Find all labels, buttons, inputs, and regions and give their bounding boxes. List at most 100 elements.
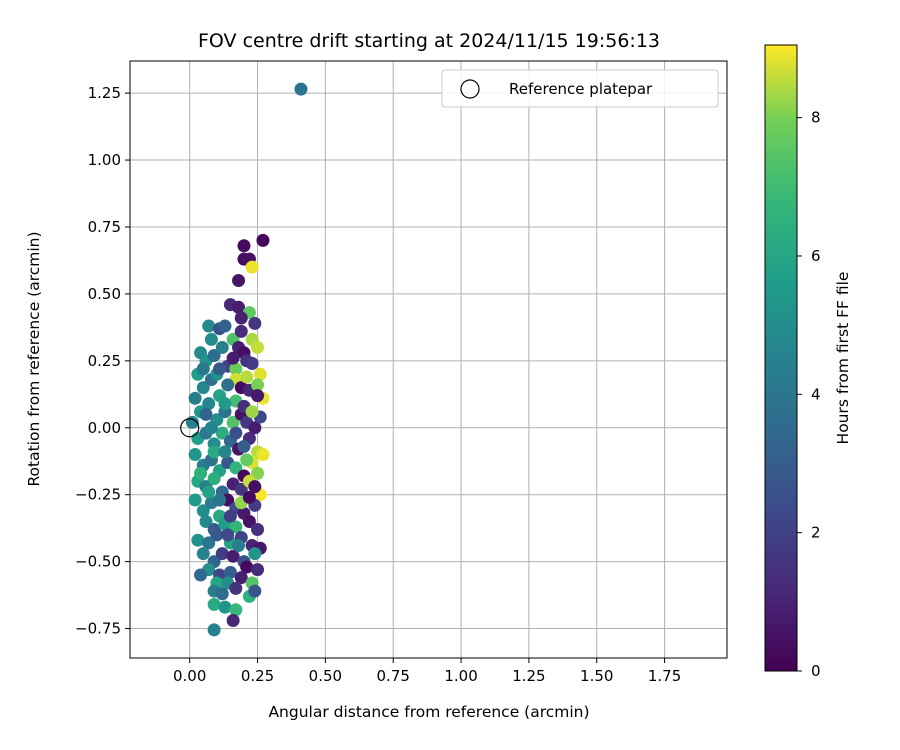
data-point [232,274,246,288]
legend: Reference platepar [441,69,719,108]
data-point [248,480,262,494]
colorbar-tick-label: 0 [811,662,821,680]
data-point [207,472,221,486]
data-point [202,536,216,550]
data-point [245,357,259,371]
data-point [237,239,251,253]
data-point [248,547,262,561]
x-tick-label: 0.00 [173,667,206,685]
data-point [223,509,237,523]
data-point [240,453,254,467]
data-point [213,362,227,376]
data-point [251,466,265,480]
data-point [234,571,248,585]
y-tick-label: 1.00 [88,151,121,169]
data-point [248,584,262,598]
data-point [204,421,218,435]
data-point [194,568,208,582]
data-point [210,528,224,542]
data-point [207,348,221,362]
data-point [196,381,210,395]
data-point [256,233,270,247]
colorbar-tick-label: 8 [811,109,821,127]
x-axis-ticks: 0.00 0.25 0.50 0.75 1.00 1.25 1.50 1.75 [173,658,681,685]
data-point [218,397,232,411]
data-point [215,340,229,354]
data-point [221,378,235,392]
chart-title: FOV centre drift starting at 2024/11/15 … [198,30,660,52]
data-point [202,485,216,499]
legend-entry-reference-platepar: Reference platepar [509,80,653,98]
data-point [294,82,308,96]
data-point [196,504,210,518]
data-point [251,378,265,392]
data-point [213,493,227,507]
data-point [194,466,208,480]
data-point [188,391,202,405]
data-point [207,623,221,637]
data-point [199,407,213,421]
data-point [232,300,246,314]
data-points [180,82,308,637]
y-axis-label: Rotation from reference (arcmin) [25,231,43,486]
data-point [229,520,243,534]
data-point [251,389,265,403]
data-point [242,514,256,528]
data-point [188,448,202,462]
data-point [229,362,243,376]
x-tick-label: 1.75 [648,667,681,685]
data-point [196,362,210,376]
data-point [218,319,232,333]
data-point [223,565,237,579]
data-point [226,549,240,563]
x-tick-label: 0.25 [241,667,274,685]
data-point [207,597,221,611]
legend-reference-marker [460,79,480,99]
data-point [251,563,265,577]
y-tick-label: −0.75 [75,620,121,638]
data-point [245,260,259,274]
grid-lines [130,61,727,658]
data-point [253,367,267,381]
data-point [215,547,229,561]
data-point [199,514,213,528]
data-point [251,522,265,536]
reference-platepar-marker [180,418,200,438]
x-axis-label: Angular distance from reference (arcmin) [268,703,589,721]
data-point [242,490,256,504]
data-point [229,426,243,440]
data-point [196,547,210,561]
data-point [234,482,248,496]
data-point [226,415,240,429]
y-tick-label: −0.50 [75,553,121,571]
data-point [232,539,246,553]
colorbar-ticks: 0 2 4 6 8 [797,109,821,680]
legend-box [441,69,719,108]
data-point [234,311,248,325]
x-tick-label: 1.50 [580,667,613,685]
data-point [215,587,229,601]
colorbar: 0 2 4 6 8 Hours from first FF file [764,44,852,680]
data-point [237,440,251,454]
data-point [221,528,235,542]
data-point [188,493,202,507]
data-point [240,370,254,384]
data-point [229,581,243,595]
data-point [256,448,270,462]
data-point [202,319,216,333]
plot-frame [129,60,728,659]
data-point [229,461,243,475]
y-tick-label: 0.25 [88,352,121,370]
colorbar-tick-label: 4 [811,385,821,403]
x-tick-label: 1.00 [444,667,477,685]
data-point [245,405,259,419]
data-point [226,614,240,628]
data-point [191,533,205,547]
data-point [202,397,216,411]
x-tick-label: 0.50 [309,667,342,685]
colorbar-gradient [764,44,798,672]
data-point [218,600,232,614]
data-point [204,332,218,346]
y-tick-label: −0.25 [75,486,121,504]
data-point [251,340,265,354]
